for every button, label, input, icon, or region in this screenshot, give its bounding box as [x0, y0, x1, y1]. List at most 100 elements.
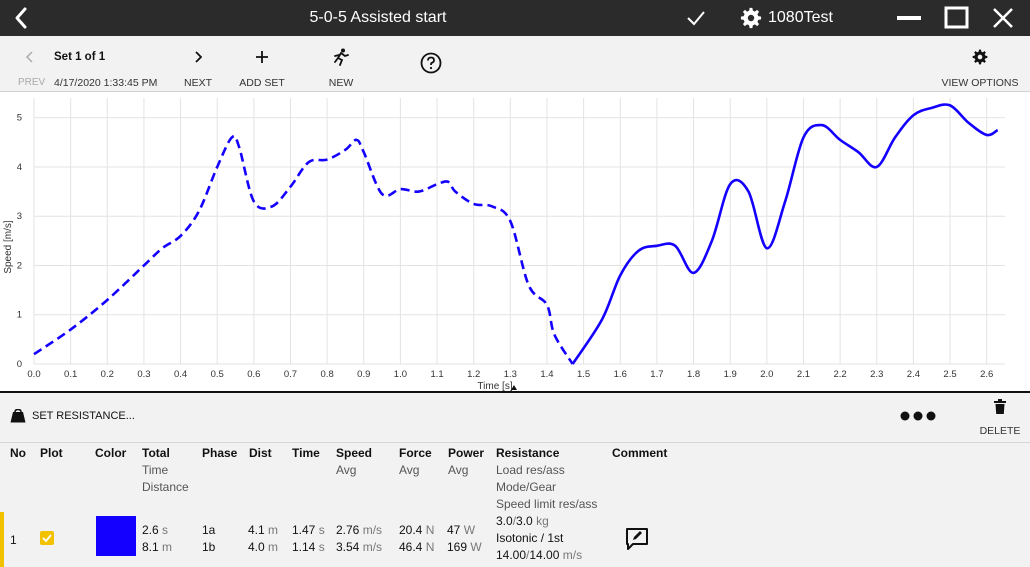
col-comment[interactable]: Comment — [612, 446, 668, 460]
minimize-icon — [897, 16, 921, 20]
series-color-swatch[interactable] — [96, 516, 136, 556]
x-tick-label: 1.6 — [614, 369, 627, 380]
trash-icon — [994, 399, 1006, 414]
maximize-button[interactable] — [944, 6, 970, 30]
dist-b: 4.0 — [248, 540, 265, 554]
new-button[interactable]: NEW — [311, 46, 371, 90]
gear-icon — [972, 49, 988, 65]
col-dist[interactable]: Dist — [249, 446, 272, 460]
close-button[interactable] — [990, 6, 1016, 30]
col-no[interactable]: No — [10, 446, 26, 460]
back-button[interactable] — [8, 4, 36, 32]
more-icon — [900, 411, 936, 421]
speed-line-phase-1a — [33, 134, 574, 365]
table-row[interactable]: 1 2.6 s 8.1 m 1a 1b 4.1 m 4.0 m 1.47 s 1… — [0, 512, 1030, 567]
total-time: 2.6 — [142, 523, 159, 537]
col-resistance[interactable]: Resistance Load res/ass Mode/Gear Speed … — [496, 446, 598, 511]
total-distance: 8.1 — [142, 540, 159, 554]
speed-line-phase-1b — [571, 103, 999, 365]
x-tick-label: 0.0 — [27, 369, 40, 380]
window-title: 5-0-5 Assisted start — [309, 9, 447, 26]
x-tick-label: 0.7 — [284, 369, 297, 380]
y-tick-label: 0 — [17, 359, 22, 370]
x-tick-label: 2.6 — [980, 369, 993, 380]
col-total[interactable]: Total Time Distance — [142, 446, 189, 494]
time-cell: 1.47 s 1.14 s — [292, 523, 325, 554]
phase-b: 1b — [202, 540, 216, 554]
y-tick-label: 2 — [17, 260, 22, 271]
power-a: 47 — [447, 523, 461, 537]
col-power[interactable]: Power Avg — [448, 446, 485, 477]
delete-button[interactable]: DELETE — [978, 399, 1022, 439]
title-bar: 5-0-5 Assisted start 1080Test — [0, 0, 1030, 36]
x-axis-label: Time [s] — [477, 381, 512, 392]
prev-set-button[interactable] — [25, 50, 34, 66]
chevron-left-icon — [25, 51, 33, 63]
x-tick-label: 1.8 — [687, 369, 700, 380]
more-options-button[interactable] — [898, 409, 938, 423]
new-label: NEW — [328, 77, 354, 89]
x-tick-label: 1.9 — [724, 369, 737, 380]
time-b: 1.14 — [292, 540, 316, 554]
col-speed[interactable]: Speed Avg — [336, 446, 373, 477]
speed-chart[interactable]: 0.0 0.1 0.2 0.3 0.4 0.5 0.6 0.7 0.8 0.9 1.0 1.1 1.2 1… — [0, 92, 1030, 392]
set-date: 4/17/2020 1:33:45 PM — [54, 77, 158, 89]
x-tick-label: 0.2 — [101, 369, 114, 380]
time-a: 1.47 — [292, 523, 316, 537]
comment-edit-icon — [626, 528, 648, 550]
weight-icon — [10, 409, 26, 423]
x-tick-label: 2.0 — [760, 369, 773, 380]
plot-checkbox[interactable] — [40, 531, 54, 545]
check-icon — [687, 11, 705, 26]
x-tick-label: 2.5 — [943, 369, 956, 380]
x-tick-label: 2.3 — [870, 369, 883, 380]
help-button[interactable] — [420, 52, 442, 74]
results-table-header: No Plot Color Total Time Distance Phase … — [0, 443, 1030, 512]
set-resistance-button[interactable]: SET RESISTANCE... — [10, 409, 135, 423]
speed-b: 3.54 — [336, 540, 360, 554]
add-set-button[interactable]: ADD SET — [232, 46, 292, 90]
x-tick-label: 0.6 — [247, 369, 260, 380]
set-toolbar: PREV Set 1 of 1 4/17/2020 1:33:45 PM NEX… — [0, 36, 1030, 92]
x-tick-label: 2.4 — [907, 369, 920, 380]
speed-limit-ass: 14.00 — [529, 548, 560, 562]
x-tick-label: 0.9 — [357, 369, 370, 380]
col-phase[interactable]: Phase — [202, 446, 238, 460]
user-settings-button[interactable]: 1080Test — [740, 0, 833, 36]
col-plot[interactable]: Plot — [40, 446, 63, 460]
next-set-button[interactable]: NEXT — [168, 46, 228, 90]
x-tick-label: 1.2 — [467, 369, 480, 380]
row-number: 1 — [10, 533, 17, 547]
col-force[interactable]: Force Avg — [399, 446, 432, 477]
x-tick-label: 1.0 — [394, 369, 407, 380]
power-cell: 47 W 169 W — [447, 523, 482, 554]
y-tick-label: 1 — [17, 310, 22, 321]
dist-a: 4.1 — [248, 523, 265, 537]
x-tick-label: 2.2 — [834, 369, 847, 380]
chart-divider — [0, 391, 1030, 393]
phase-cell: 1a 1b — [202, 522, 215, 556]
back-icon — [15, 7, 27, 29]
prev-set-label[interactable]: PREV — [18, 77, 46, 88]
edit-comment-button[interactable] — [624, 526, 650, 552]
force-b: 46.4 — [399, 540, 423, 554]
user-name: 1080Test — [768, 9, 833, 26]
col-time[interactable]: Time — [292, 446, 320, 460]
runner-icon — [334, 48, 349, 66]
speed-cell: 2.76 m/s 3.54 m/s — [336, 523, 383, 554]
force-a: 20.4 — [399, 523, 423, 537]
view-options-button[interactable]: VIEW OPTIONS — [940, 46, 1020, 90]
close-icon — [993, 8, 1013, 28]
x-tick-label: 0.4 — [174, 369, 187, 380]
y-axis-label: Speed [m/s] — [3, 220, 14, 274]
col-color[interactable]: Color — [95, 446, 127, 460]
plus-icon — [256, 51, 268, 63]
mode-gear: Isotonic / 1st — [496, 531, 564, 545]
set-resistance-label: SET RESISTANCE... — [32, 410, 135, 422]
speed-limit-res: 14.00 — [496, 548, 527, 562]
power-b: 169 — [447, 540, 468, 554]
delete-label: DELETE — [979, 425, 1021, 437]
confirm-button[interactable] — [684, 6, 708, 30]
minimize-button[interactable] — [896, 6, 922, 30]
resistance-cell: 3.0/3.0 kg Isotonic / 1st 14.00/14.00 m/… — [496, 514, 583, 562]
